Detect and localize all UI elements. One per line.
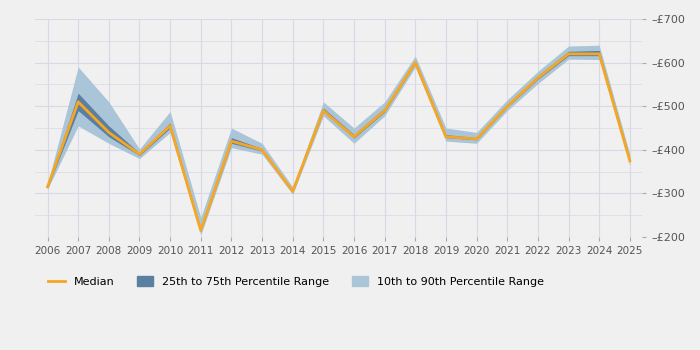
- Legend: Median, 25th to 75th Percentile Range, 10th to 90th Percentile Range: Median, 25th to 75th Percentile Range, 1…: [43, 271, 550, 293]
